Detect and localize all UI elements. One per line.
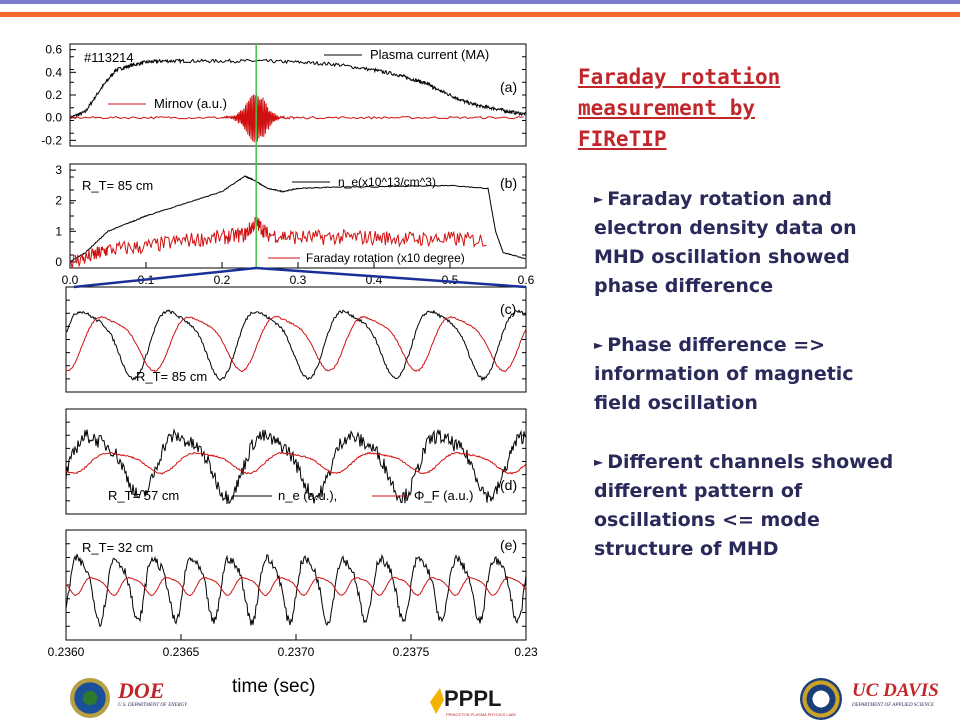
panel-label: (d) (500, 477, 517, 493)
ucdavis-logo-text: UC DAVIS (852, 680, 939, 701)
legend-label: Plasma current (MA) (370, 47, 489, 62)
y-tick-label: 0.2 (45, 88, 62, 102)
legend-label: n_e (a.u.), (278, 488, 337, 503)
series-line (69, 94, 524, 143)
series-line (69, 175, 526, 262)
y-tick-label: -0.2 (41, 133, 62, 147)
legend-label: Φ_F (a.u.) (414, 488, 474, 503)
y-tick-label: 0.4 (45, 65, 62, 79)
x-axis-label: time (sec) (232, 676, 316, 697)
zoom-connector-left (73, 266, 257, 289)
series-line (65, 451, 527, 475)
bullet-list: ► Faraday rotation and electron density d… (594, 185, 894, 594)
y-tick-label: 0.6 (45, 43, 62, 57)
pppl-logo-subtext: PRINCETON PLASMA PHYSICS LABORATORY (446, 712, 516, 717)
y-tick-label: 0 (55, 255, 62, 269)
doe-logo-subtext: U.S. DEPARTMENT OF ENERGY (118, 703, 188, 708)
top-orange-bar (0, 12, 960, 17)
bullet-marker-icon: ► (594, 338, 604, 352)
panel-annotation: R_T= 32 cm (82, 540, 153, 555)
panel-annotation: R_T= 85 cm (82, 178, 153, 193)
ucdavis-logo-subtext: DEPARTMENT OF APPLIED SCIENCE (852, 703, 935, 708)
y-tick-label: 3 (55, 163, 62, 177)
legend-label: n_e(x10^13/cm^3) (338, 175, 436, 189)
series-line (65, 309, 527, 382)
x-tick-label: 0.2375 (393, 645, 430, 659)
panel-frame (65, 286, 527, 393)
x-tick-label: 0.23 (514, 645, 538, 659)
y-tick-label: 2 (55, 194, 62, 208)
x-tick-label: 0.3 (290, 273, 307, 287)
x-tick-label: 0.5 (442, 273, 459, 287)
legend-label: Mirnov (a.u.) (154, 96, 227, 111)
series-line (69, 58, 526, 120)
bullet-marker-icon: ► (594, 192, 604, 206)
panel-label: (b) (500, 175, 517, 191)
series-line (65, 553, 527, 628)
doe-logo-text: DOE (118, 678, 165, 703)
panel-annotation: R_T= 85 cm (136, 369, 207, 384)
zoom-connector-right (256, 266, 527, 289)
legend-label: Faraday rotation (x10 degree) (306, 251, 465, 265)
slide-title: Faraday rotation measurement by FIReTIP (578, 65, 781, 151)
pppl-logo: PPPL PRINCETON PLASMA PHYSICS LABORATORY (430, 686, 516, 717)
x-tick-label: 0.2365 (163, 645, 200, 659)
bullet-marker-icon: ► (594, 455, 604, 469)
bullet-item: ► Different channels showed different pat… (594, 451, 894, 560)
bullet-item: ► Faraday rotation and electron density d… (594, 188, 857, 297)
panel-annotation: R_T= 57 cm (108, 488, 179, 503)
y-tick-label: 1 (55, 224, 62, 238)
series-line (65, 315, 527, 373)
ucdavis-seal-logo (800, 678, 842, 720)
doe-seal-logo (70, 678, 110, 718)
pppl-logo-text: PPPL (444, 686, 501, 711)
series-line (65, 576, 527, 597)
panel-label: (e) (500, 537, 517, 553)
bullet-item: ► Phase difference => information of magn… (594, 334, 854, 414)
top-accent-bar (0, 0, 960, 4)
y-tick-label: 0.0 (45, 111, 62, 125)
x-tick-label: 0.2 (214, 273, 231, 287)
x-tick-label: 0.6 (518, 273, 535, 287)
series-line (65, 428, 527, 505)
panel-annotation: #113214 (84, 50, 134, 65)
x-tick-label: 0.2360 (48, 645, 85, 659)
panel-label: (c) (500, 301, 516, 317)
x-tick-label: 0.0 (62, 273, 79, 287)
panel-label: (a) (500, 79, 517, 95)
x-tick-label: 0.2370 (278, 645, 315, 659)
pppl-burst-icon (430, 688, 444, 714)
